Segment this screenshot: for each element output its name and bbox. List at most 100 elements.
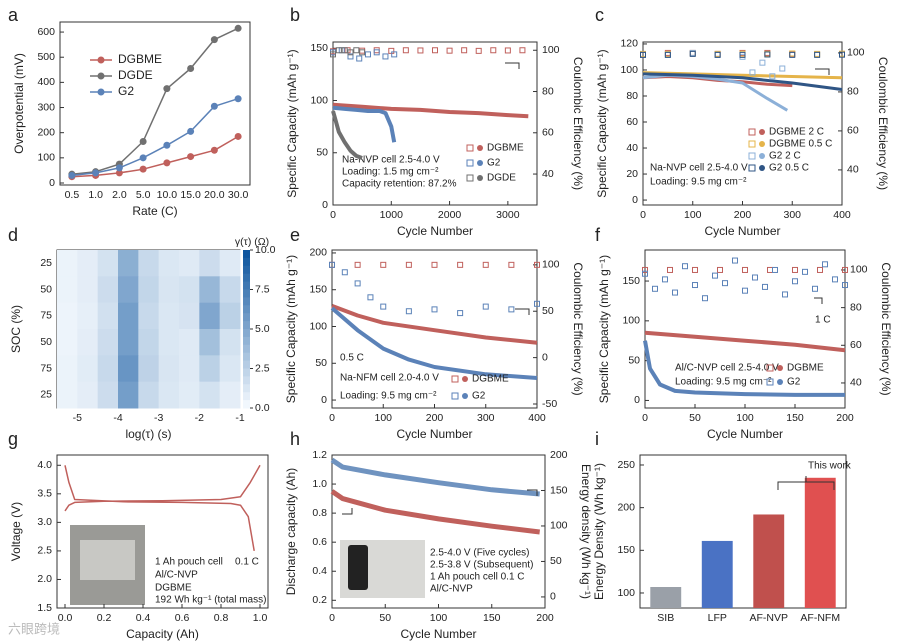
- y-tick-label: 120: [620, 38, 638, 50]
- colorbar-step: [243, 313, 250, 322]
- y-tick-label: 0: [321, 394, 327, 406]
- marker: [842, 266, 848, 273]
- marker: [772, 266, 778, 273]
- heat-cell: [118, 329, 139, 356]
- marker: [742, 266, 748, 273]
- photo-detail: [80, 540, 135, 580]
- legend-label: G2: [787, 377, 801, 388]
- marker: [382, 53, 389, 60]
- legend-label: DGDE: [487, 173, 516, 184]
- y-tick-label: 150: [617, 544, 635, 556]
- marker: [163, 85, 171, 93]
- y-tick-label: 50: [628, 354, 640, 366]
- series-line: [71, 135, 239, 178]
- y2-tick-label: 150: [550, 484, 568, 496]
- heat-cell: [138, 250, 160, 277]
- marker: [842, 282, 848, 289]
- heat-cell: [219, 276, 241, 304]
- colorbar-step: [243, 352, 250, 362]
- y2-tick-label: 100: [542, 44, 560, 56]
- colorbar-tick-label: 7.5: [255, 283, 270, 295]
- y2-tick-label: 100: [847, 47, 865, 59]
- marker: [839, 51, 845, 58]
- marker: [490, 47, 497, 54]
- heat-cell: [77, 355, 99, 383]
- bar: [753, 514, 785, 608]
- legend-marker: [777, 365, 783, 371]
- y2-tick-label: 50: [542, 305, 554, 317]
- marker: [782, 291, 788, 298]
- y-tick-label: 100: [309, 320, 327, 332]
- series-line: [71, 97, 239, 177]
- y-tick-label: 50: [40, 336, 52, 348]
- x-tick-label: 0.8: [214, 612, 229, 624]
- colorbar-tick-label: 5.0: [255, 323, 270, 335]
- y-axis-label: Specific Capacity (mAh g⁻¹): [597, 255, 611, 403]
- annotation: DGBME: [155, 583, 192, 594]
- y2-tick-label: 100: [542, 259, 560, 271]
- heat-cell: [179, 250, 200, 277]
- marker: [68, 171, 76, 179]
- marker: [187, 127, 195, 135]
- legend-label: DGBME 0.5 C: [769, 139, 832, 150]
- marker: [702, 295, 708, 302]
- marker: [749, 69, 756, 76]
- plot-frame: [56, 454, 269, 609]
- marker: [682, 263, 688, 270]
- marker: [234, 132, 242, 140]
- y2-tick-label: 80: [847, 86, 859, 98]
- marker: [210, 102, 218, 110]
- heat-cell: [77, 329, 99, 356]
- heat-cell: [199, 250, 221, 277]
- x-tick-label: 400: [528, 412, 546, 424]
- colorbar-step: [243, 281, 250, 290]
- y-tick-label: 0: [632, 194, 638, 206]
- marker: [712, 272, 718, 279]
- colorbar-tick-label: 2.5: [255, 362, 270, 374]
- y2-tick-label: 60: [542, 127, 554, 139]
- annotation: 1 Ah pouch cell: [155, 557, 223, 568]
- marker: [739, 51, 746, 58]
- marker: [341, 47, 348, 54]
- y-tick-label: 50: [315, 357, 327, 369]
- marker: [163, 159, 171, 167]
- x-axis-label: Rate (C): [132, 204, 177, 218]
- y-tick-label: 1.0: [312, 478, 327, 490]
- x-tick-label: 100: [374, 412, 392, 424]
- marker: [732, 257, 738, 264]
- x-tick-label: SIB: [657, 612, 674, 624]
- marker: [330, 51, 336, 58]
- y-tick-label: 100: [37, 152, 55, 164]
- bar: [701, 540, 733, 608]
- series-line: [330, 306, 538, 380]
- colorbar-step: [243, 297, 250, 306]
- y-tick-label: 400: [37, 76, 55, 88]
- annotation: Capacity retention: 87.2%: [342, 179, 457, 190]
- heat-cell: [57, 355, 78, 383]
- marker: [335, 47, 342, 54]
- marker: [814, 51, 821, 58]
- heat-cell: [97, 276, 119, 304]
- annotation: Na-NVP cell 2.5-4.0 V: [650, 163, 748, 174]
- marker: [752, 274, 758, 281]
- marker: [534, 261, 540, 268]
- legend-marker: [466, 144, 474, 152]
- y-tick-label: 75: [40, 310, 52, 322]
- marker: [717, 266, 723, 273]
- marker: [329, 261, 335, 268]
- series-line: [332, 105, 397, 143]
- heat-cell: [57, 329, 78, 356]
- x-axis-label: Cycle Number: [397, 224, 473, 238]
- heat-cell: [138, 355, 160, 383]
- y-tick-label: 50: [316, 147, 328, 159]
- marker: [742, 287, 748, 294]
- y-tick-label: 100: [310, 94, 328, 106]
- legend-marker: [759, 153, 765, 159]
- y-axis-label: Overpotential (mV): [12, 53, 26, 154]
- annotation: 2.5-4.0 V (Five cycles): [430, 548, 529, 559]
- series-line: [642, 72, 843, 91]
- marker: [92, 169, 100, 177]
- heat-cell: [118, 355, 139, 383]
- marker: [354, 280, 361, 287]
